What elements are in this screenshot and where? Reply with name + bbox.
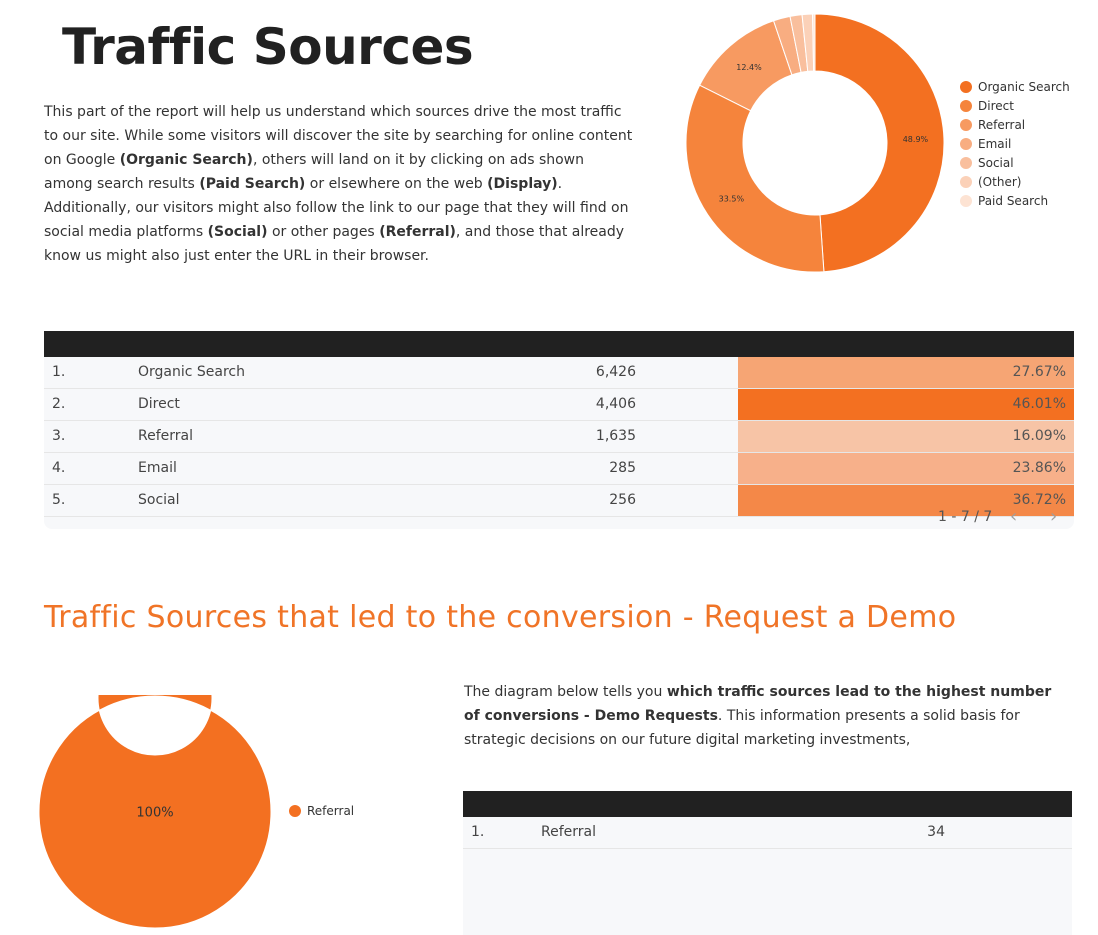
chevron-left-icon[interactable]: ‹	[1010, 506, 1018, 527]
table-row[interactable]: 3. Referral 1,635 16.09%	[44, 421, 1074, 453]
heatmap-cell	[738, 421, 1074, 452]
legend-label: Referral	[978, 117, 1026, 132]
heatmap-cell	[738, 389, 1074, 420]
conversion-donut-chart[interactable]: 100%	[38, 695, 273, 930]
legend-item[interactable]: (Other)	[960, 172, 1070, 191]
legend-swatch	[960, 80, 972, 93]
percent-value: 16.09%	[1012, 428, 1066, 444]
pagination: 1 - 7 / 7 ‹ ›	[44, 506, 1074, 529]
row-index: 1.	[52, 364, 66, 380]
legend-swatch	[960, 175, 972, 188]
legend-label: Social	[978, 155, 1014, 170]
legend-label: Paid Search	[978, 193, 1049, 208]
chevron-right-icon[interactable]: ›	[1050, 506, 1058, 527]
donut-slice-referral[interactable]	[38, 695, 272, 929]
table-row[interactable]: 1. Referral 34	[463, 817, 1072, 849]
conversion-table: 1. Referral 34	[463, 791, 1072, 935]
legend-label: Direct	[978, 98, 1014, 113]
table-row[interactable]: 4. Email 285 23.86%	[44, 453, 1074, 485]
slice-label: 100%	[136, 805, 173, 820]
legend-item[interactable]: Paid Search	[960, 191, 1070, 210]
legend-swatch	[960, 99, 972, 112]
donut-slice-direct[interactable]	[685, 84, 825, 273]
percent-value: 27.67%	[1012, 364, 1066, 380]
row-index: 3.	[52, 428, 66, 444]
legend-item[interactable]: Direct	[960, 96, 1070, 115]
percent-value: 23.86%	[1012, 460, 1066, 476]
source-name: Referral	[541, 824, 596, 840]
traffic-sources-donut-chart[interactable]: 48.9% 33.5% 12.4%	[680, 10, 950, 280]
sessions-value: 6,426	[595, 364, 636, 380]
row-index: 5.	[52, 492, 66, 508]
legend-item[interactable]: Referral	[960, 115, 1070, 134]
donut-slice-organic-search[interactable]	[814, 13, 945, 273]
row-index: 4.	[52, 460, 66, 476]
legend-item[interactable]: Email	[960, 134, 1070, 153]
row-index: 1.	[471, 824, 485, 840]
legend-item[interactable]: Organic Search	[960, 77, 1070, 96]
table-row[interactable]: 5. Social 256 36.72%	[44, 485, 1074, 517]
percent-value: 36.72%	[1012, 492, 1066, 508]
pagination-range: 1 - 7 / 7	[938, 509, 993, 525]
heatmap-cell	[738, 357, 1074, 388]
conversion-section-title: Traffic Sources that led to the conversi…	[44, 600, 957, 635]
legend-swatch	[960, 137, 972, 150]
slice-label: 48.9%	[903, 135, 929, 144]
legend-label: Referral	[307, 803, 355, 818]
heatmap-cell	[738, 453, 1074, 484]
source-name: Referral	[138, 428, 193, 444]
page-title: Traffic Sources	[62, 18, 474, 76]
sessions-value: 34	[927, 824, 945, 840]
source-name: Direct	[138, 396, 180, 412]
table-header	[463, 791, 1072, 817]
row-index: 2.	[52, 396, 66, 412]
sessions-value: 4,406	[595, 396, 636, 412]
legend-label: (Other)	[978, 174, 1022, 189]
legend-item[interactable]: Social	[960, 153, 1070, 172]
donut-slice-paid-search[interactable]	[812, 13, 816, 72]
legend-swatch	[960, 156, 972, 169]
traffic-sources-table: 1. Organic Search 6,426 27.67% 2. Direct 4,406…	[44, 331, 1074, 529]
slice-label: 12.4%	[736, 63, 762, 72]
legend-label: Organic Search	[978, 79, 1070, 94]
table-header	[44, 331, 1074, 357]
sessions-value: 256	[609, 492, 636, 508]
intro-paragraph: This part of the report will help us und…	[44, 104, 633, 264]
conversion-description: The diagram below tells you which traffi…	[464, 684, 1052, 748]
legend-swatch	[289, 804, 301, 817]
conversion-legend: Referral	[289, 801, 354, 820]
table-row[interactable]: 1. Organic Search 6,426 27.67%	[44, 357, 1074, 389]
legend-item[interactable]: Referral	[289, 801, 354, 820]
legend-swatch	[960, 194, 972, 207]
heatmap-cell	[738, 485, 1074, 516]
source-name: Social	[138, 492, 180, 508]
slice-label: 33.5%	[719, 194, 745, 203]
source-name: Organic Search	[138, 364, 246, 380]
sessions-value: 1,635	[595, 428, 636, 444]
legend-label: Email	[978, 136, 1012, 151]
legend-swatch	[960, 118, 972, 131]
traffic-sources-legend: Organic Search Direct Referral Email Social (…	[960, 77, 1070, 210]
sessions-value: 285	[609, 460, 636, 476]
table-row[interactable]: 2. Direct 4,406 46.01%	[44, 389, 1074, 421]
percent-value: 46.01%	[1012, 396, 1066, 412]
source-name: Email	[138, 460, 177, 476]
